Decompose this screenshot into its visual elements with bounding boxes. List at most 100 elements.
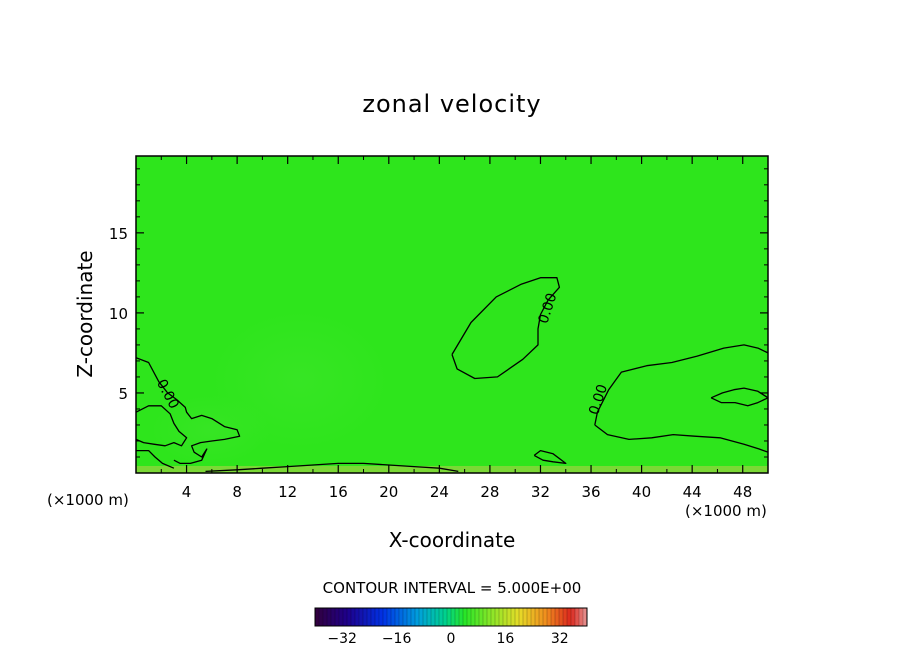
plot-frame	[135, 155, 769, 474]
colorbar-swatch	[571, 608, 576, 626]
x-tick-label: 32	[531, 483, 550, 501]
colorbar-swatch	[567, 608, 572, 626]
colorbar-swatch	[387, 608, 392, 626]
colorbar-swatch	[435, 608, 440, 626]
x-tick-label: 36	[581, 483, 600, 501]
x-tick-label: 12	[278, 483, 297, 501]
colorbar-swatch	[415, 608, 420, 626]
colorbar-swatch	[543, 608, 548, 626]
colorbar-tick-label: 0	[447, 631, 456, 647]
colorbar-swatch	[335, 608, 340, 626]
colorbar-swatch	[455, 608, 460, 626]
contour-line	[533, 449, 567, 465]
colorbar-swatch	[367, 608, 372, 626]
colorbar-swatch	[331, 608, 336, 626]
contour-interval-label: CONTOUR INTERVAL = 5.000E+00	[323, 579, 582, 597]
colorbar-swatch	[411, 608, 416, 626]
colorbar-swatch	[351, 608, 356, 626]
colorbar-swatch	[519, 608, 524, 626]
colorbar-swatch	[547, 608, 552, 626]
colorbar-swatch	[511, 608, 516, 626]
colorbar-swatch	[503, 608, 508, 626]
colorbar-swatch	[563, 608, 568, 626]
colorbar-swatch	[443, 608, 448, 626]
colorbar-swatch	[471, 608, 476, 626]
colorbar-swatch	[407, 608, 412, 626]
y-tick-label: 5	[118, 385, 128, 403]
x-tick-label: 48	[733, 483, 752, 501]
contour-line	[451, 277, 561, 380]
x-axis-ticks: 4 8 12 16 20 24 28 32 36 40 44 48	[160, 156, 752, 501]
colorbar-swatch	[379, 608, 384, 626]
y-axis-label: Z-coordinate	[73, 250, 97, 377]
x-tick-label: 44	[683, 483, 702, 501]
colorbar-swatch	[535, 608, 540, 626]
contour-line	[136, 357, 241, 465]
colorbar-swatch	[467, 608, 472, 626]
colorbar-swatch	[479, 608, 484, 626]
colorbar-swatch	[575, 608, 580, 626]
colorbar-swatch	[395, 608, 400, 626]
plot-area: 0.000.000.00 4 8 12 16 20 24 28 32 36 40 44 48 5101…	[109, 155, 769, 501]
colorbar-swatch	[423, 608, 428, 626]
colorbar-swatch	[463, 608, 468, 626]
field-light-patch-2	[150, 395, 270, 465]
colorbar-swatch	[427, 608, 432, 626]
colorbar-swatch	[559, 608, 564, 626]
x-axis-label: X-coordinate	[389, 528, 516, 552]
colorbar-tick-label: −32	[327, 631, 357, 647]
colorbar-swatch	[491, 608, 496, 626]
colorbar-swatch	[499, 608, 504, 626]
colorbar-swatch	[495, 608, 500, 626]
y-axis-ticks: 5 10 15	[109, 168, 768, 458]
colorbar-swatch	[371, 608, 376, 626]
colorbar-swatch	[419, 608, 424, 626]
x-tick-label: 20	[379, 483, 398, 501]
colorbar-swatch	[323, 608, 328, 626]
colorbar-frame	[314, 607, 588, 627]
contour-line	[205, 462, 459, 473]
colorbar-swatch	[579, 608, 584, 626]
x-tick-label: 16	[329, 483, 348, 501]
colorbar-swatch	[319, 608, 324, 626]
contour-line	[594, 424, 768, 453]
colorbar-swatch	[551, 608, 556, 626]
colorbar-swatch	[343, 608, 348, 626]
colorbar-swatch	[483, 608, 488, 626]
colorbar-tick-label: 32	[551, 631, 569, 647]
y-tick-label: 15	[109, 225, 128, 243]
colorbar-swatch	[315, 608, 320, 626]
colorbar-swatch	[431, 608, 436, 626]
surface-band	[136, 466, 768, 473]
chart-title: zonal velocity	[362, 90, 541, 118]
colorbar-swatch	[391, 608, 396, 626]
colorbar-tick-labels: −32 −16 0 16 32	[327, 631, 568, 647]
colorbar-swatch	[327, 608, 332, 626]
colorbar-swatch	[527, 608, 532, 626]
colorbar-swatch	[555, 608, 560, 626]
colorbar-swatch	[539, 608, 544, 626]
colorbar-swatch	[403, 608, 408, 626]
contour-layer	[136, 277, 768, 473]
colorbar-swatch	[359, 608, 364, 626]
y-tick-label: 10	[109, 305, 128, 323]
colorbar-swatch	[383, 608, 388, 626]
colorbar-tick-label: 16	[496, 631, 514, 647]
x-unit-note-right: (×1000 m)	[685, 502, 767, 520]
x-tick-label: 28	[480, 483, 499, 501]
colorbar-swatch	[459, 608, 464, 626]
colorbar-swatch	[475, 608, 480, 626]
x-tick-label: 24	[430, 483, 449, 501]
contour-line	[136, 405, 188, 447]
colorbar-swatch	[451, 608, 456, 626]
colorbar-swatch	[375, 608, 380, 626]
x-unit-note-left: (×1000 m)	[47, 491, 129, 509]
colorbar-tick-label: −16	[382, 631, 412, 647]
colorbar-swatch	[363, 608, 368, 626]
colorbar-swatch	[515, 608, 520, 626]
contour-line	[136, 449, 175, 469]
colorbar-swatch	[347, 608, 352, 626]
contour-line	[710, 387, 768, 407]
x-tick-label: 4	[182, 483, 192, 501]
